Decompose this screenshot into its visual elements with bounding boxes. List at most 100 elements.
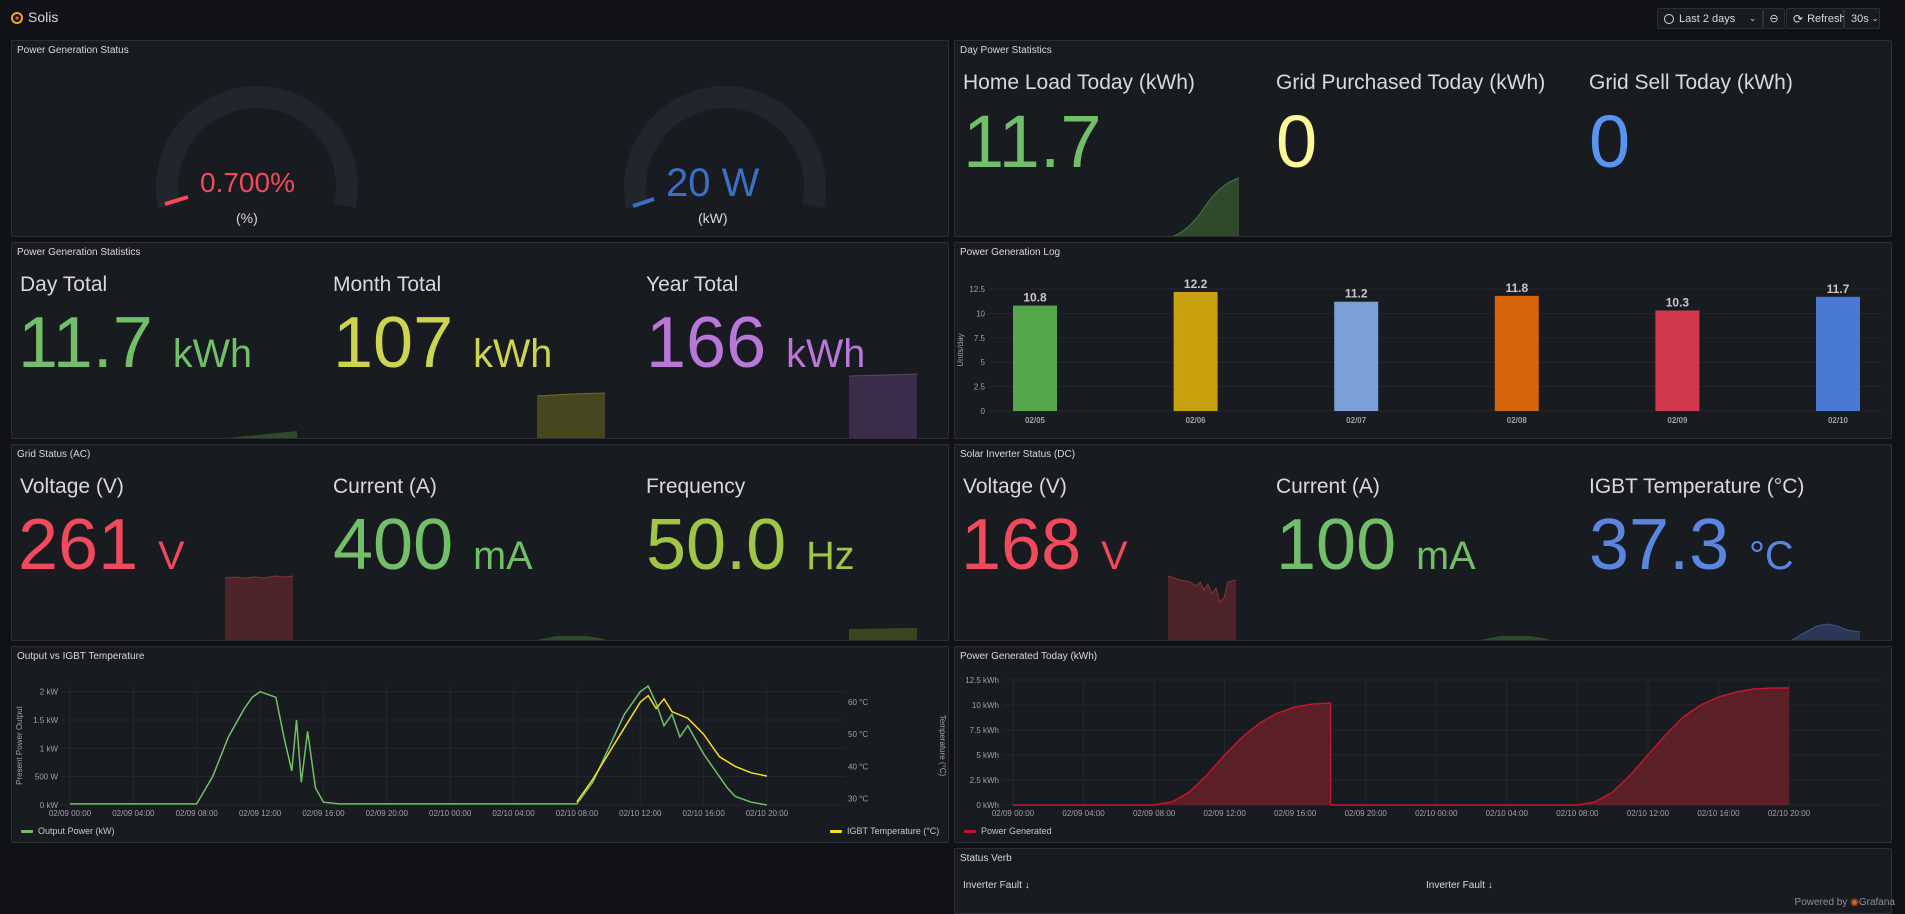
panel-title: Day Power Statistics [960,45,1052,56]
x-tick-label: 02/09 04:00 [112,809,155,818]
clock-icon [1664,13,1674,24]
x-tick-label: 02/10 00:00 [1415,809,1458,818]
top-bar: Solis Last 2 days ⌄ ⊖ ⟳ Refresh 30s ⌄ [0,0,1905,36]
frequency-value: 50.0 Hz [646,505,855,585]
x-tick-label: 02/10 20:00 [1768,809,1811,818]
y-tick-label: 7.5 kWh [970,726,999,735]
ac-current-value: 400 mA [333,505,533,585]
x-tick-label: 02/10 08:00 [556,809,599,818]
bar-value-label: 12.2 [1184,277,1208,291]
ac-current-sparkline [537,636,605,640]
day-power-statistics-panel: Day Power Statistics Home Load Today (kW… [954,40,1892,237]
grid-status-ac-panel: Grid Status (AC) Voltage (V) 261 V Curre… [11,444,949,641]
time-range-label: Last 2 days [1679,12,1736,25]
bar-value-label: 10.3 [1666,295,1690,309]
panel-title: Power Generation Status [17,45,129,56]
zoom-out-icon: ⊖ [1769,13,1779,25]
x-tick-label: 02/09 00:00 [49,809,92,818]
power-generated-today-chart: 0 kWh 2.5 kWh 5 kWh 7.5 kWh 10 kWh 12.5 kWh 02… [965,676,1882,818]
legend-igbt-temperature[interactable]: IGBT Temperature (°C) [830,826,939,836]
panel-title: Power Generated Today (kWh) [960,651,1098,662]
gauge-percent [156,86,358,209]
x-tick-label: 02/10 08:00 [1556,809,1599,818]
x-tick-label: 02/10 00:00 [429,809,472,818]
panel-title: Grid Status (AC) [17,449,91,460]
bar-02/10 [1816,296,1860,411]
grafana-logo-icon [11,12,23,24]
y-right-tick-label: 50 °C [848,730,868,739]
bar-value-label: 10.8 [1023,291,1047,305]
x-tick-label: 02/10 20:00 [746,809,789,818]
bar-02/09 [1655,310,1700,411]
y-left-tick-label: 0 kW [40,801,59,810]
panel-title: Output vs IGBT Temperature [17,651,145,662]
day-total-value: 11.7 kWh [18,303,252,383]
status-verb-panel: Status Verb Inverter Fault ↓ Inverter Fa… [954,848,1892,914]
x-tick-label: 02/05 [1025,416,1046,425]
ac-voltage-label: Voltage (V) [20,475,124,498]
refresh-interval-label: 30s [1851,12,1869,25]
x-tick-label: 02/09 08:00 [1133,809,1176,818]
bar-value-label: 11.7 [1827,282,1850,296]
y-left-tick-label: 1.5 kW [33,716,58,725]
home-load-value: 11.7 [963,100,1102,183]
x-tick-label: 02/07 [1346,416,1367,425]
y-axis-label: Units/day [956,333,965,366]
power-generated-today-panel: Power Generated Today (kWh) 0 kWh 2.5 kWh… [954,646,1892,843]
month-total-label: Month Total [333,273,442,296]
y-left-tick-label: 500 W [35,773,59,782]
dashboard-title[interactable]: Solis [28,9,59,25]
y-tick-label: 10 [976,309,985,318]
sort-down-icon: ↓ [1487,880,1493,891]
refresh-interval-picker[interactable]: 30s ⌄ [1844,8,1880,29]
home-load-label: Home Load Today (kWh) [963,71,1195,94]
igbt-temperature-sparkline [1791,623,1861,640]
ac-current-label: Current (A) [333,475,437,498]
output-vs-temperature-chart: 0 kW 500 W 1 kW 1.5 kW 2 kW 30 °C 40 °C 50 °C 60… [15,684,947,818]
sort-down-icon: ↓ [1024,880,1030,891]
legend-output-power[interactable]: Output Power (kW) [21,826,115,836]
year-total-value: 166 kWh [646,303,866,383]
frequency-label: Frequency [646,475,746,498]
igbt-temperature-label: IGBT Temperature (°C) [1589,475,1805,498]
home-load-sparkline [1172,177,1240,236]
legend-power-generated[interactable]: Power Generated [964,826,1052,836]
table-header-inverter-fault-1[interactable]: Inverter Fault ↓ [963,880,1030,891]
time-range-picker[interactable]: Last 2 days ⌄ [1657,8,1763,29]
dc-current-value: 100 mA [1276,505,1476,585]
power-generation-log-chart: 0 2.5 5 7.5 10 12.5 Units/day 10.8 02/05 12.2 02/0… [956,277,1882,425]
day-total-sparkline [227,431,297,438]
y-tick-label: 5 kWh [976,751,999,760]
refresh-label: Refresh [1807,12,1846,25]
ac-voltage-value: 261 V [18,505,185,585]
gauge-power-unit: (kW) [698,210,728,226]
y-left-tick-label: 2 kW [40,688,59,697]
series-igbt-temperature [576,694,768,803]
table-header-inverter-fault-2[interactable]: Inverter Fault ↓ [1426,880,1493,891]
x-tick-label: 02/10 16:00 [683,809,726,818]
chevron-down-icon: ⌄ [1749,14,1756,23]
month-total-value: 107 kWh [333,303,553,383]
gauge-power [624,86,826,209]
x-tick-label: 02/10 04:00 [492,809,535,818]
y-tick-label: 12.5 [969,285,985,294]
grid-purchased-label: Grid Purchased Today (kWh) [1276,71,1546,94]
x-tick-label: 02/09 12:00 [1204,809,1247,818]
grafana-logo-icon: ◉ [1850,897,1859,908]
x-tick-label: 02/09 12:00 [239,809,282,818]
grid-sell-label: Grid Sell Today (kWh) [1589,71,1793,94]
grid-purchased-value: 0 [1276,100,1318,183]
y-tick-label: 0 kWh [976,801,999,810]
powered-by-footer: Powered by ◉Grafana [1794,897,1895,908]
refresh-button[interactable]: ⟳ Refresh [1786,8,1846,29]
grid-sell-value: 0 [1589,100,1631,183]
y-right-tick-label: 30 °C [848,795,868,804]
chevron-down-icon: ⌄ [1871,14,1879,23]
y-right-tick-label: 40 °C [848,762,868,771]
zoom-out-button[interactable]: ⊖ [1763,8,1785,29]
bar-value-label: 11.8 [1505,281,1528,295]
x-tick-label: 02/06 [1186,416,1207,425]
dc-current-label: Current (A) [1276,475,1380,498]
x-tick-label: 02/10 16:00 [1697,809,1740,818]
power-generation-log-panel: Power Generation Log 0 2.5 5 7.5 10 12.5 Units… [954,242,1892,439]
